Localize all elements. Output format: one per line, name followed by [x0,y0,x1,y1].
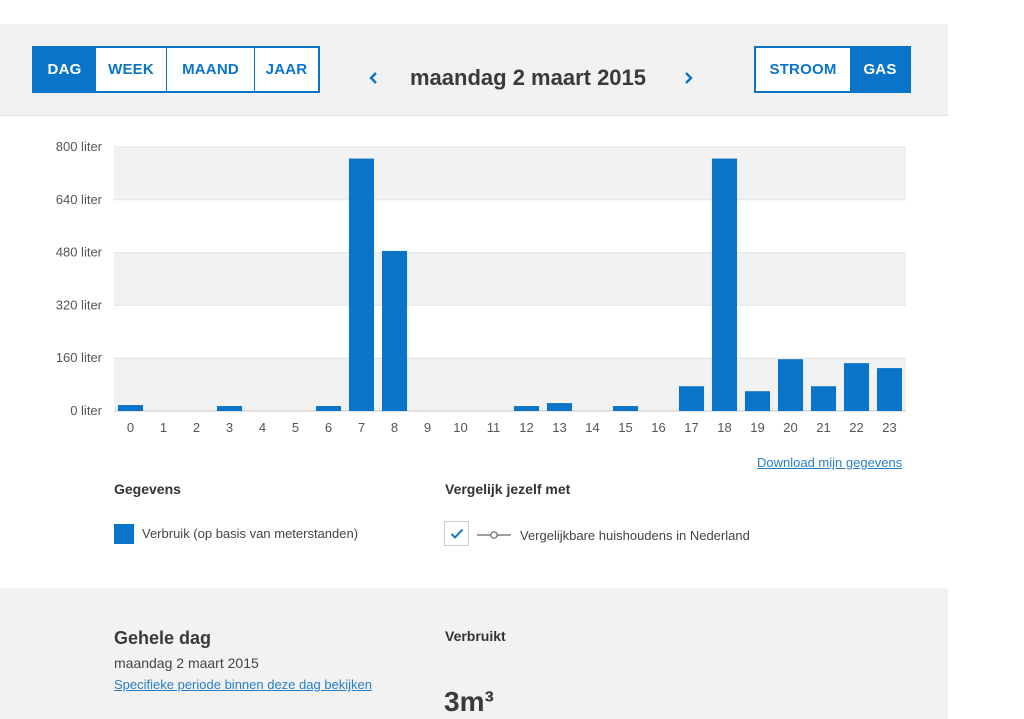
tab-stroom[interactable]: STROOM [756,48,851,91]
x-tick-label: 4 [259,420,266,435]
tab-dag[interactable]: DAG [34,48,96,91]
specific-period-link[interactable]: Specifieke periode binnen deze dag bekij… [114,677,373,692]
bar-hour-20[interactable] [777,359,804,411]
line-marker-icon [477,531,511,539]
y-tick-label: 160 liter [56,350,103,365]
x-tick-label: 17 [684,420,698,435]
x-tick-label: 3 [226,420,233,435]
bar-hour-17[interactable] [678,386,705,411]
legend-swatch [114,524,134,544]
bar-hour-13[interactable] [546,403,573,411]
header-bar: DAG WEEK MAAND JAAR maandag 2 maart 2015… [0,24,948,116]
tab-maand[interactable]: MAAND [167,48,255,91]
bar-hour-23[interactable] [876,368,903,411]
grid-band [114,358,906,411]
compare-label: Vergelijkbare huishoudens in Nederland [520,528,750,543]
energy-tabs: STROOM GAS [754,46,911,93]
bar-hour-12[interactable] [513,406,540,411]
bar-hour-15[interactable] [612,406,639,411]
grid-band [114,252,906,306]
x-tick-label: 23 [882,420,896,435]
chevron-right-icon[interactable] [676,64,700,92]
page-title: maandag 2 maart 2015 [410,65,647,90]
bar-hour-0[interactable] [117,405,144,411]
x-tick-label: 1 [160,420,167,435]
period-tabs: DAG WEEK MAAND JAAR [32,46,320,93]
x-tick-label: 2 [193,420,200,435]
bar-hour-7[interactable] [348,158,375,411]
x-tick-label: 6 [325,420,332,435]
x-tick-label: 9 [424,420,431,435]
bar-hour-18[interactable] [711,158,738,411]
x-tick-label: 10 [453,420,467,435]
summary-title: Gehele dag [114,628,212,648]
x-tick-label: 5 [292,420,299,435]
bar-hour-22[interactable] [843,363,870,411]
bar-hour-8[interactable] [381,250,408,411]
tab-week[interactable]: WEEK [96,48,167,91]
tab-jaar[interactable]: JAAR [265,61,308,78]
x-tick-label: 22 [849,420,863,435]
grid-band [114,147,906,200]
x-tick-label: 0 [127,420,134,435]
x-tick-label: 16 [651,420,665,435]
chevron-left-icon[interactable] [362,64,386,92]
download-data-link[interactable]: Download mijn gegevens [757,455,903,470]
x-tick-label: 19 [750,420,764,435]
x-tick-label: 20 [783,420,797,435]
bar-hour-6[interactable] [315,406,342,411]
checkmark-icon [450,528,463,539]
y-tick-label: 320 liter [56,297,103,312]
x-tick-label: 8 [391,420,398,435]
summary-date: maandag 2 maart 2015 [114,655,259,671]
y-tick-label: 0 liter [70,403,102,418]
summary-panel: Gehele dag maandag 2 maart 2015 Specifie… [0,588,948,719]
x-tick-label: 12 [519,420,533,435]
x-tick-label: 11 [487,420,501,435]
x-tick-label: 7 [358,420,365,435]
tab-gas[interactable]: GAS [851,48,909,91]
x-tick-label: 13 [552,420,566,435]
x-tick-label: 18 [717,420,731,435]
legend-title: Gegevens [114,481,181,497]
bar-hour-21[interactable] [810,386,837,411]
verbruikt-value: 3m³ [444,686,494,717]
x-tick-label: 15 [618,420,632,435]
x-tick-label: 21 [816,420,830,435]
legend-label: Verbruik (op basis van meterstanden) [142,526,359,541]
y-tick-label: 480 liter [56,245,103,260]
x-tick-label: 14 [585,420,599,435]
compare-title: Vergelijk jezelf met [445,481,571,497]
y-tick-label: 640 liter [56,192,103,207]
date-navigation: maandag 2 maart 2015 [360,64,710,92]
bar-hour-3[interactable] [216,406,243,411]
verbruikt-label: Verbruikt [445,628,506,644]
usage-chart: 800 liter 640 liter 480 liter 320 liter 160 … [0,130,948,440]
compare-checkbox[interactable] [444,521,469,546]
y-tick-label: 800 liter [56,139,103,154]
bar-hour-19[interactable] [744,391,771,411]
